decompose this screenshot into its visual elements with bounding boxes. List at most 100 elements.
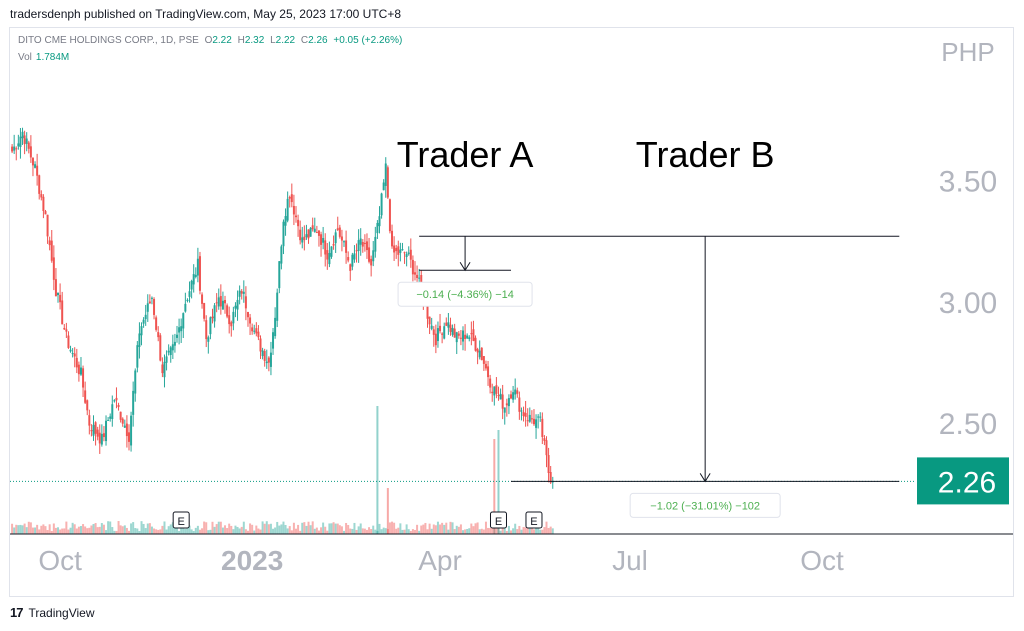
candle [119,411,122,423]
trader-label: Trader B [636,134,775,175]
candle [34,161,37,169]
volume-bar [167,526,170,534]
volume-bar [111,527,114,534]
candle-body [338,227,341,237]
candle-body [109,416,112,419]
volume-bar [198,529,201,534]
volume-bar [119,525,122,534]
candle [322,226,325,250]
candle [441,332,444,344]
volume-bar [59,529,62,534]
volume-bar [209,529,212,534]
candle-body [217,297,220,307]
candle [54,268,57,297]
candle [365,233,368,259]
candle [543,435,546,446]
candle [409,238,412,268]
candle-body [161,364,164,374]
candle [17,134,20,150]
measure-arrow-head [699,473,711,483]
earnings-marker[interactable]: E [489,511,507,529]
volume-bar [140,521,143,534]
candle-body [100,433,103,445]
candle-body [79,367,82,375]
trader-a-measure[interactable]: Trader A −0.14 (−4.36%) −14 [397,134,534,307]
volume-bar [92,523,95,534]
current-price-label: 2.26 [938,466,996,499]
candle-body [123,425,126,428]
legend-symbol: DITO CME HOLDINGS CORP., 1D, PSE [18,35,199,46]
candle [75,348,78,374]
candle-body [441,333,444,335]
candle [284,208,287,236]
candle-body [272,332,275,349]
candle [215,293,218,313]
candle [315,225,318,234]
candle [224,295,227,314]
candle-body [119,411,122,420]
candle [526,408,529,427]
candle-body [388,199,391,232]
candle [278,261,281,294]
candle [182,312,185,339]
volume-bar [424,522,427,534]
candle [180,318,183,343]
candle [255,322,258,337]
candle [42,194,45,219]
candle-body [445,322,448,326]
volume-bar [353,522,356,534]
candle-body [115,397,118,401]
volume-bar [399,523,402,534]
volume-bar [123,525,126,534]
candle-body [201,294,204,304]
candle [102,426,105,442]
volume-bar [98,526,101,534]
candle [384,157,387,198]
volume-bar [409,530,412,534]
candle-body [487,366,490,378]
volume-bar [428,523,431,534]
candle-body [236,299,239,310]
candle-body [297,219,300,227]
candle [167,344,170,356]
candle [453,323,456,338]
volume-bar [522,527,525,534]
volume-bar [401,529,404,534]
volume-spike-bar [497,430,500,534]
volume-bar [52,523,55,534]
candle [328,241,331,268]
candle [171,334,174,359]
candle-body [453,328,456,338]
volume-bar [355,529,358,534]
candle-body [372,250,375,262]
volume-label: Vol [18,52,32,63]
candle [353,245,356,263]
volume-bar [541,529,544,534]
candle-body [29,146,32,158]
earnings-marker[interactable]: E [172,511,190,529]
candle-body [524,412,527,417]
candle-body [48,240,51,246]
trader-b-measure[interactable]: Trader B −1.02 (−31.01%) −102 [511,134,900,518]
volume-bar [267,524,270,534]
candle [61,291,64,325]
volume-bar [36,524,39,534]
candle-body [107,419,110,421]
candle [530,410,533,424]
candle [368,237,371,264]
candle [276,288,279,328]
candle [79,357,82,376]
candle [46,214,49,244]
volume-bar [217,521,220,534]
volume-bar [196,525,199,534]
volume-bar [261,521,264,534]
currency-label: PHP [941,37,994,67]
candle-body [130,415,133,446]
candle [259,335,262,359]
volume-bar [221,527,224,534]
earnings-marker[interactable]: E [525,511,543,529]
candle [94,421,97,446]
candle [451,324,454,337]
volume-bar [77,526,80,534]
